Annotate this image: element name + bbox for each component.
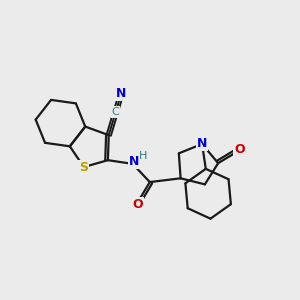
Text: N: N: [116, 86, 127, 100]
Text: N: N: [197, 137, 207, 151]
Text: O: O: [132, 198, 143, 211]
Text: N: N: [129, 155, 139, 168]
Text: H: H: [139, 151, 147, 160]
Text: O: O: [234, 143, 244, 156]
Text: S: S: [79, 160, 88, 174]
Text: C: C: [112, 107, 119, 117]
